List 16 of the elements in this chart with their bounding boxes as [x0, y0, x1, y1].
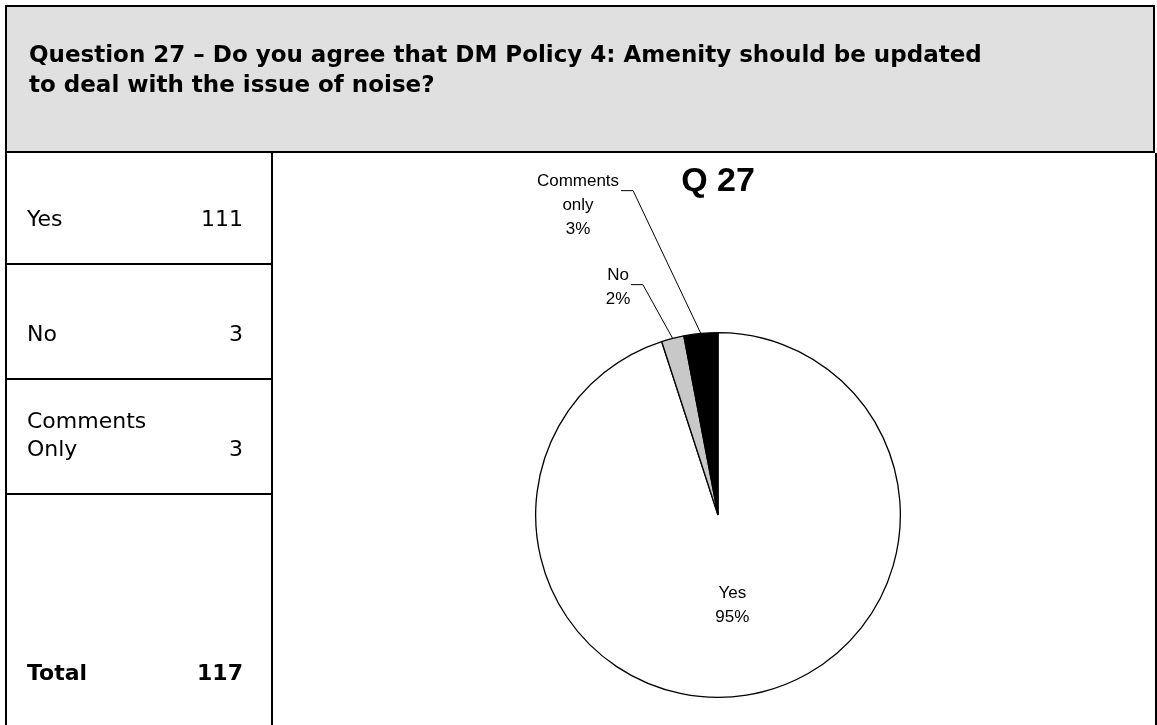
text: 117: [197, 659, 243, 687]
text: Comments Only: [27, 407, 148, 463]
slice-label: Yes: [718, 582, 747, 602]
data-label: 2%: [605, 289, 631, 309]
slice-label: No: [607, 265, 629, 285]
text: No: [27, 320, 58, 348]
data-label: 3%: [565, 219, 591, 239]
text: 3: [229, 435, 243, 463]
text: Yes: [27, 205, 64, 233]
text: 3: [229, 320, 243, 348]
slice-label: Comments only: [536, 171, 620, 215]
text: Total: [27, 659, 89, 687]
chart-title: Q 27: [681, 160, 755, 199]
text: Question 27 – Do you agree that DM Policy 4: Amenity should be updated to deal with the issue of noise?: [29, 40, 983, 99]
data-label: 95%: [715, 606, 750, 626]
text: 111: [201, 205, 243, 233]
